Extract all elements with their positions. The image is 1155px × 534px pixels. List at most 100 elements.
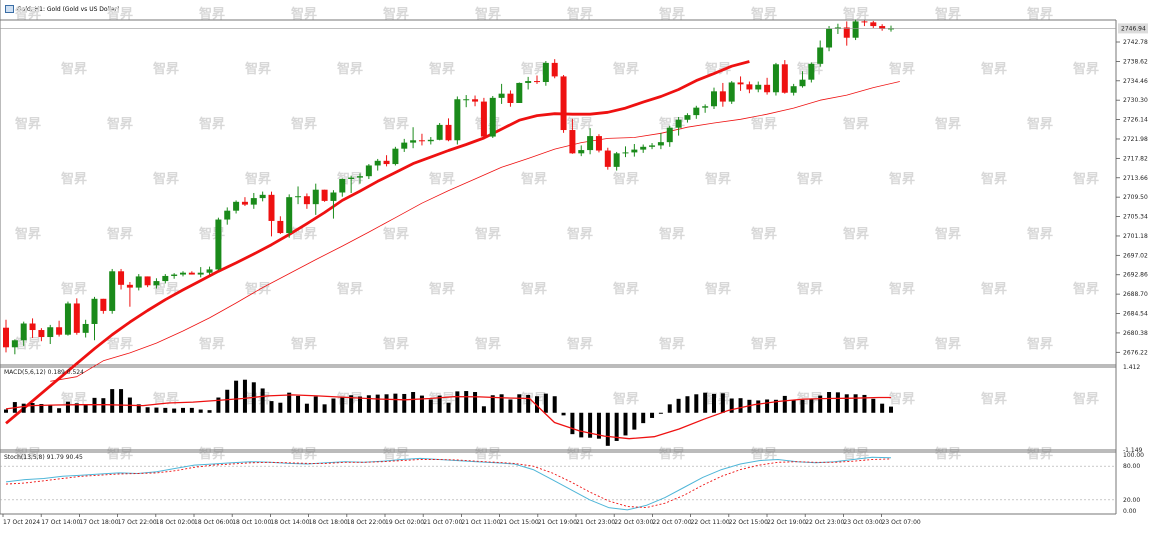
macd-histogram-bar [632,412,637,430]
macd-histogram-bar [605,412,610,446]
watermark-text: 智昇 [1073,61,1099,77]
watermark-text: 智昇 [15,226,41,242]
bullish-candle [613,153,620,167]
macd-histogram-bar [207,410,212,413]
macd-histogram-bar [517,394,522,413]
macd-histogram-bar [729,398,734,413]
price-tick-label: 2713.66 [1123,175,1148,182]
time-tick-label: 21 Oct 15:00 [500,519,539,526]
watermark-text: 智昇 [613,281,639,297]
macd-histogram-bar [74,403,79,413]
watermark-text: 智昇 [567,116,593,132]
watermark-text: 智昇 [61,281,87,297]
bullish-candle [64,303,71,335]
macd-histogram-bar [101,398,106,413]
watermark-text: 智昇 [889,281,915,297]
time-tick-label: 21 Oct 07:00 [423,519,462,526]
macd-histogram-bar [419,395,424,413]
macd-histogram-bar [712,393,716,413]
watermark-text: 智昇 [245,171,271,187]
macd-histogram-bar [641,412,646,424]
watermark-text: 智昇 [1073,391,1099,407]
bearish-candle [879,26,886,29]
watermark-text: 智昇 [935,336,961,352]
bullish-candle [826,28,833,48]
watermark-text: 智昇 [475,446,501,462]
time-tick-label: 23 Oct 03:00 [843,519,882,526]
macd-histogram-bar [375,394,380,413]
macd-panel [4,379,893,446]
watermark-text: 智昇 [429,391,455,407]
macd-histogram-bar [543,393,548,413]
bullish-candle [888,28,894,30]
bullish-candle [233,201,240,211]
macd-histogram-bar [216,397,221,413]
watermark-text: 智昇 [521,281,547,297]
bearish-candle [418,140,425,142]
watermark-text: 智昇 [935,6,961,22]
macd-histogram-bar [21,403,26,413]
current-price-box [1118,23,1148,34]
current-price-label: 2746.94 [1121,25,1146,32]
watermark-text: 智昇 [935,226,961,242]
bearish-candle [126,284,133,288]
watermark-text: 智昇 [383,336,409,352]
macd-histogram-bar [296,395,301,413]
watermark-text: 智昇 [291,336,317,352]
macd-histogram-bar [313,396,318,413]
time-tick-label: 17 Oct 14:00 [41,519,80,526]
macd-histogram-bar [464,391,469,413]
price-tick-label: 2676.22 [1123,349,1148,356]
time-tick-label: 17 Oct 18:00 [79,519,118,526]
bearish-candle [604,150,611,167]
price-tick-label: 2717.82 [1123,155,1148,162]
watermark-text: 智昇 [337,281,363,297]
watermark-text: 智昇 [659,6,685,22]
macd-histogram-bar [694,394,699,413]
bullish-candle [11,340,18,348]
macd-histogram-bar [818,395,823,413]
time-tick-label: 19 Oct 02:00 [385,519,424,526]
watermark-text: 智昇 [889,171,915,187]
watermark-text: 智昇 [659,226,685,242]
macd-signal-line [5,394,891,440]
macd-histogram-bar [552,396,557,413]
time-tick-label: 17 Oct 2024 [3,519,40,526]
macd-histogram-bar [358,396,362,413]
macd-histogram-bar [181,407,185,413]
watermark-text: 智昇 [337,61,363,77]
bullish-candle [401,142,408,149]
price-tick-label: 2684.54 [1123,311,1148,318]
watermark-text: 智昇 [751,6,777,22]
macd-histogram-bar [756,400,761,413]
bearish-candle [870,22,877,27]
bullish-candle [206,269,213,273]
stoch-tick-label: 20.00 [1123,497,1140,504]
bearish-candle [595,136,602,151]
bearish-candle [188,272,195,275]
watermark-text: 智昇 [475,226,501,242]
watermark-text: 智昇 [935,116,961,132]
time-tick-label: 18 Oct 06:00 [194,519,233,526]
macd-histogram-bar [65,401,70,413]
watermark-text: 智昇 [705,171,731,187]
symbol-title-label: Gold, H1: Gold (Gold vs US Dollar) [17,5,120,13]
bullish-candle [852,21,859,38]
watermark-text: 智昇 [613,171,639,187]
stochastic-label: Stoch(13,5,8) 91.79 90.45 [4,454,83,461]
bearish-candle [569,130,576,154]
price-tick-label: 2701.18 [1123,233,1148,240]
bearish-candle [56,327,63,335]
bearish-candle [551,62,558,77]
bullish-candle [162,275,169,282]
price-tick-label: 2742.78 [1123,39,1148,46]
bullish-candle [286,197,293,234]
time-tick-label: 22 Oct 23:00 [805,519,844,526]
macd-histogram-bar [508,399,513,413]
bearish-candle [781,64,788,93]
macd-histogram-bar [225,389,230,413]
watermark-text: 智昇 [843,336,869,352]
stoch-main-line [5,456,892,511]
time-tick-label: 22 Oct 15:00 [729,519,768,526]
